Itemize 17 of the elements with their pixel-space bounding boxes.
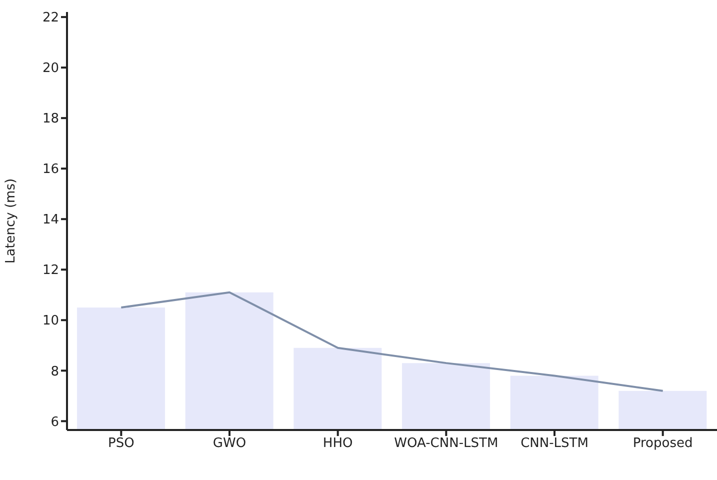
- y-tick-label: 20: [42, 61, 59, 76]
- x-tick-label: PSO: [108, 436, 134, 452]
- x-tick-label: CNN-LSTM: [520, 436, 588, 452]
- x-tick-label: GWO: [212, 436, 246, 452]
- y-tick-label: 22: [42, 10, 59, 26]
- y-tick-label: 18: [42, 112, 59, 127]
- y-tick-label: 16: [42, 162, 59, 178]
- y-tick-label: 8: [50, 364, 59, 380]
- y-axis-title: Latency (ms): [4, 178, 19, 264]
- y-tick-label: 14: [42, 212, 59, 228]
- line-series: [120, 291, 664, 392]
- y-tick-label: 10: [42, 314, 59, 329]
- x-tick-label: HHO: [322, 436, 353, 452]
- x-tick-label: WOA-CNN-LSTM: [394, 436, 498, 452]
- x-tick-label: Proposed: [632, 436, 693, 452]
- y-tick-label: 12: [42, 263, 59, 278]
- y-tick-label: 6: [50, 414, 59, 430]
